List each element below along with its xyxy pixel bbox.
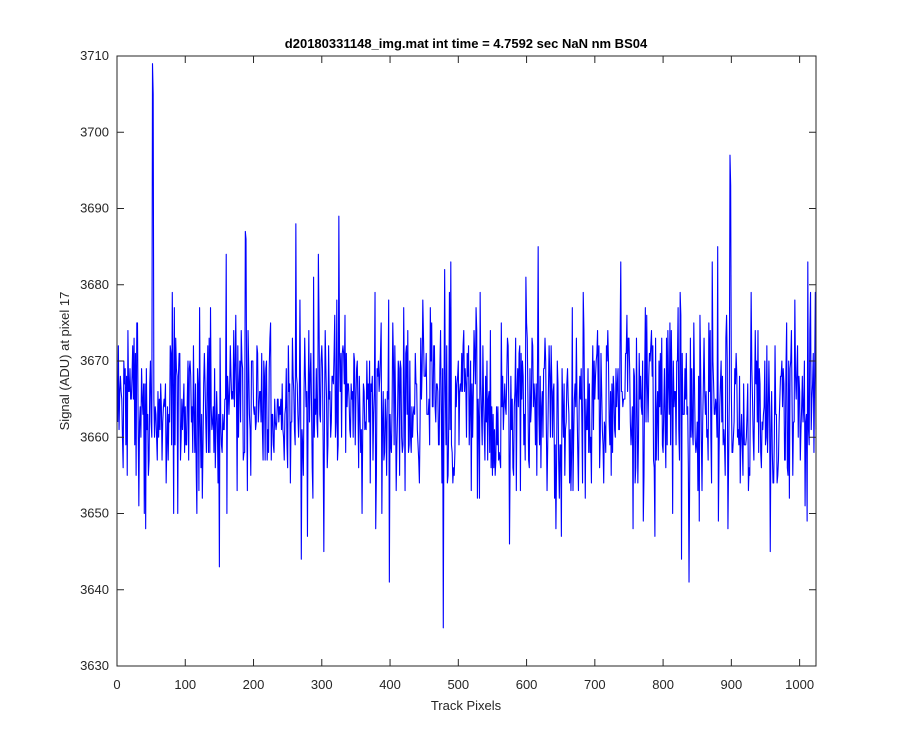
plot-area	[117, 56, 816, 666]
x-tick-label: 600	[516, 677, 538, 692]
x-tick-label: 200	[243, 677, 265, 692]
x-tick-label: 700	[584, 677, 606, 692]
signal-series-line	[117, 63, 817, 629]
x-tick-label: 900	[721, 677, 743, 692]
y-tick-label: 3680	[80, 277, 109, 292]
y-axis-ticks: 3630 3640 3650 3660 3670 3680 3690 3700 3710	[80, 48, 816, 673]
y-tick-label: 3630	[80, 658, 109, 673]
x-tick-label: 300	[311, 677, 333, 692]
x-tick-label: 500	[447, 677, 469, 692]
y-tick-label: 3650	[80, 506, 109, 521]
y-tick-label: 3660	[80, 429, 109, 444]
y-tick-label: 3690	[80, 201, 109, 216]
y-tick-label: 3710	[80, 48, 109, 63]
chart-title: d20180331148_img.mat int time = 4.7592 s…	[285, 36, 648, 51]
y-axis-label: Signal (ADU) at pixel 17	[57, 292, 72, 431]
y-tick-label: 3700	[80, 124, 109, 139]
x-tick-label: 400	[379, 677, 401, 692]
x-axis-label: Track Pixels	[431, 698, 502, 713]
y-tick-label: 3640	[80, 582, 109, 597]
x-tick-label: 800	[652, 677, 674, 692]
x-axis-ticks: 0 100 200 300 400 500 600 700 800 900 1000	[113, 56, 814, 692]
x-tick-label: 1000	[785, 677, 814, 692]
x-tick-label: 0	[113, 677, 120, 692]
x-tick-label: 100	[174, 677, 196, 692]
y-tick-label: 3670	[80, 353, 109, 368]
